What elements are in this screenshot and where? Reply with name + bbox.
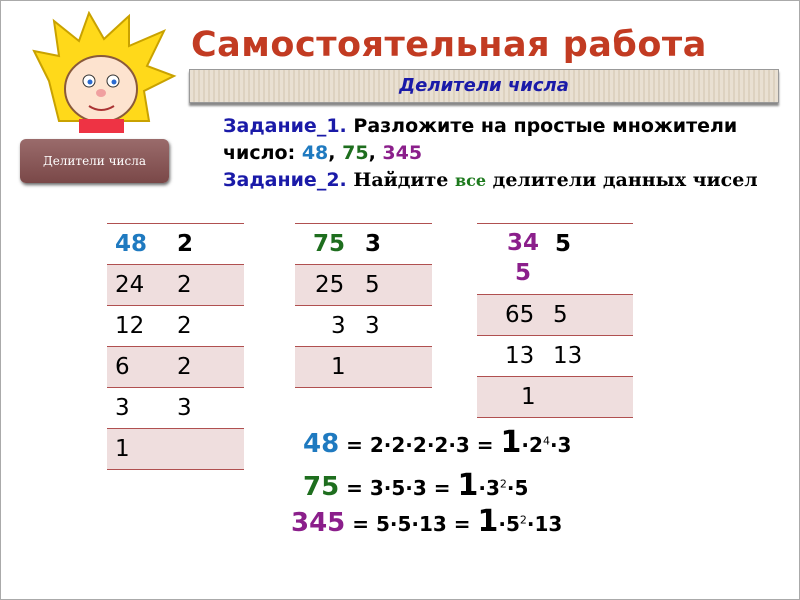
task-text: Задание_1. Разложите на простые множител… [223,113,783,194]
equation-one: 1 [457,468,479,503]
divisor: 2 [177,272,192,298]
dividend: 65 [505,302,535,328]
equation-expression: = 5·5·13 = [352,512,471,536]
divisor: 5 [553,302,568,328]
equation-base: ·5 [498,512,520,536]
table-row: 1 [477,376,633,418]
table-row: 13 13 [477,335,633,376]
equation-75: 75 = 3·5·3 = 1·32·5 [303,468,528,503]
table-row: 1 [107,428,244,470]
equation-48: 48 = 2·2·2·2·3 = 1·24·3 [303,425,571,460]
task2-text-2: делители данных чисел [492,169,758,191]
task1-number-48: 48 [301,142,329,164]
equation-number: 345 [291,508,346,538]
slide-title: Самостоятельная работа [191,25,707,65]
cartoon-character-image [32,11,177,133]
task1-text: Разложите на простые множители число: [223,115,738,164]
task2-highlight: все [455,171,487,190]
dividend: 1 [331,354,346,380]
table-row: 1 [295,346,432,388]
divisor: 5 [555,231,572,257]
dividend: 3 [331,313,346,339]
table-row: 48 2 [107,223,244,264]
dividend: 13 [505,343,535,369]
task2-text: Найдите [353,169,449,191]
divisor: 3 [365,313,380,339]
equation-number: 75 [303,472,340,502]
topic-button[interactable]: Делители числа [20,139,169,183]
task1-label: Задание_1. [223,115,347,137]
equation-345: 345 = 5·5·13 = 1·52·13 [291,504,562,539]
equation-base: ·3 [478,476,500,500]
dividend: 6 [115,354,130,380]
equation-expression: = 3·5·3 = [346,476,451,500]
dividend: 1 [521,384,536,410]
dividend: 12 [115,313,145,339]
equation-base: ·2 [521,433,543,457]
table-row: 65 5 [477,294,633,335]
divisor: 3 [177,395,192,421]
divisor: 13 [553,343,583,369]
equation-tail: ·5 [506,476,529,500]
table-row: 24 2 [107,264,244,305]
dividend: 1 [115,436,130,462]
equation-one: 1 [477,504,499,539]
table-row: 25 5 [295,264,432,305]
table-row: 75 3 [295,223,432,264]
dividend: 345 [506,230,539,286]
dividend: 24 [115,272,145,298]
dividend: 25 [315,272,345,298]
table-row: 12 2 [107,305,244,346]
equation-exponent: 2 [499,477,507,491]
divisor: 5 [365,272,380,298]
dividend: 48 [115,231,148,257]
dividend: 3 [115,395,130,421]
equation-one: 1 [500,425,522,460]
divisor: 2 [177,313,192,339]
equation-number: 48 [303,429,340,459]
equation-exponent: 2 [519,513,527,527]
separator: , [368,142,383,164]
equation-tail: ·3 [549,433,572,457]
divisor: 3 [365,231,382,257]
equation-tail: ·13 [526,512,563,536]
divisor: 2 [177,354,192,380]
separator: , [328,142,343,164]
dividend: 75 [313,231,346,257]
equation-exponent: 4 [542,434,550,448]
divisor: 2 [177,231,194,257]
task1-number-345: 345 [382,142,423,164]
topic-banner: Делители числа [189,69,779,103]
table-row: 345 5 [477,223,633,294]
factor-table-345: 345 5 65 5 13 13 1 [477,223,633,418]
task1-number-75: 75 [342,142,369,164]
equation-expression: = 2·2·2·2·3 = [346,433,494,457]
task2-label: Задание_2. [223,169,347,191]
